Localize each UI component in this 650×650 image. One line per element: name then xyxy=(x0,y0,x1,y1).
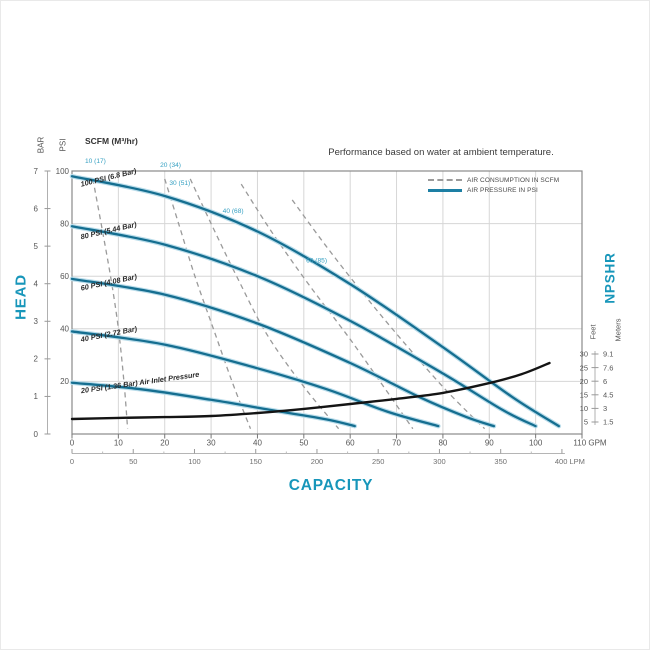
gpm-tick-label: 90 xyxy=(485,439,494,448)
npshr-feet-label: 30 xyxy=(580,350,588,359)
plot-border xyxy=(71,170,583,435)
npshr-feet-label: 5 xyxy=(584,418,588,427)
legend-row-air-consumption: AIR CONSUMPTION IN SCFM xyxy=(428,175,559,185)
gpm-tick-label: 20 xyxy=(160,439,169,448)
air-consumption-curve xyxy=(189,178,340,430)
lpm-tick-label: 0 xyxy=(70,457,74,466)
gpm-tick-label: 100 xyxy=(529,439,543,448)
air-pressure-curve xyxy=(70,225,537,428)
chart-title: Performance based on water at ambient te… xyxy=(328,147,554,158)
gpm-tick-label: 0 xyxy=(70,439,75,448)
gpm-tick-label: 80 xyxy=(438,439,447,448)
psi-tick-label: 100 xyxy=(56,167,70,176)
lpm-tick-label: 400 LPM xyxy=(555,457,585,466)
npshr-meters-label: 9.1 xyxy=(603,350,613,359)
bar-tick-label: 1 xyxy=(34,392,39,401)
bar-tick-label: 2 xyxy=(34,355,39,364)
legend-label: AIR PRESSURE IN PSI xyxy=(467,186,538,194)
psi-tick-label: 60 xyxy=(60,272,69,281)
air-curve-label: 20 (34) xyxy=(160,162,181,169)
air-pressure-curve xyxy=(70,330,440,428)
scfm-axis-header: SCFM (M³/hr) xyxy=(85,136,138,146)
lpm-tick-label: 150 xyxy=(249,457,262,466)
x-axis-title-capacity: CAPACITY xyxy=(288,477,374,494)
lpm-tick-label: 300 xyxy=(433,457,446,466)
lpm-tick-label: 200 xyxy=(311,457,324,466)
bar-tick-label: 6 xyxy=(34,204,39,213)
psi-tick-label: 40 xyxy=(60,325,69,334)
air-pressure-curve xyxy=(70,277,496,428)
feet-unit-label: Feet xyxy=(588,324,598,340)
gpm-tick-label: 70 xyxy=(392,439,401,448)
air-pressure-curve-halo xyxy=(69,276,497,429)
gpm-tick-label: 10 xyxy=(114,439,123,448)
npshr-feet-label: 15 xyxy=(580,391,588,400)
npshr-meters-label: 4.5 xyxy=(603,391,613,400)
npshr-feet-label: 10 xyxy=(580,404,588,413)
bar-tick-label: 5 xyxy=(34,242,39,251)
air-curve-label: 30 (51) xyxy=(169,180,190,187)
lpm-tick-label: 350 xyxy=(494,457,507,466)
bar-tick-label: 7 xyxy=(34,167,39,176)
y-axis-title-head: HEAD xyxy=(12,274,30,320)
legend-row-air-pressure: AIR PRESSURE IN PSI xyxy=(428,185,559,195)
air-consumption-curve xyxy=(164,178,252,429)
solid-line-sample xyxy=(428,188,462,192)
air-curve-label: 60 (85) xyxy=(306,257,327,264)
air-curve-label: 10 (17) xyxy=(85,158,106,165)
npshr-meters-label: 3 xyxy=(603,404,607,413)
psi-tick-label: 20 xyxy=(60,377,69,386)
lpm-tick-label: 100 xyxy=(188,457,201,466)
npshr-feet-label: 25 xyxy=(580,363,588,372)
right-axis-title-npshr: NPSHR xyxy=(602,252,618,304)
npshr-meters-label: 7.6 xyxy=(603,363,613,372)
gpm-tick-label: 50 xyxy=(299,439,308,448)
gpm-tick-label: 60 xyxy=(346,439,355,448)
pressure-curve-label: 20 PSI (1.36 Bar) Air Inlet Pressure xyxy=(79,370,199,396)
legend-label: AIR CONSUMPTION IN SCFM xyxy=(467,176,560,184)
npshr-curve xyxy=(70,361,551,421)
gpm-tick-label: 110 GPM xyxy=(573,439,607,448)
dashed-line-sample xyxy=(428,179,462,181)
gpm-tick-label: 30 xyxy=(207,439,216,448)
bar-tick-label: 4 xyxy=(34,280,39,289)
bar-unit-label: BAR xyxy=(36,136,46,154)
gpm-tick-label: 40 xyxy=(253,439,262,448)
air-curve-label: 40 (68) xyxy=(223,208,244,215)
meters-unit-label: Meters xyxy=(613,318,623,342)
psi-tick-label: 80 xyxy=(60,219,69,228)
psi-unit-label: PSI xyxy=(58,138,68,152)
lpm-tick-label: 250 xyxy=(372,457,385,466)
air-pressure-curve xyxy=(70,175,560,428)
chart-legend: AIR CONSUMPTION IN SCFM AIR PRESSURE IN … xyxy=(428,175,559,195)
air-pressure-curve xyxy=(70,381,356,428)
npshr-meters-label: 6 xyxy=(603,377,607,386)
bar-tick-label: 3 xyxy=(34,317,39,326)
npshr-feet-label: 20 xyxy=(580,377,588,386)
bar-tick-label: 0 xyxy=(34,430,39,439)
lpm-tick-label: 50 xyxy=(129,457,137,466)
npshr-meters-label: 1.5 xyxy=(603,418,613,427)
